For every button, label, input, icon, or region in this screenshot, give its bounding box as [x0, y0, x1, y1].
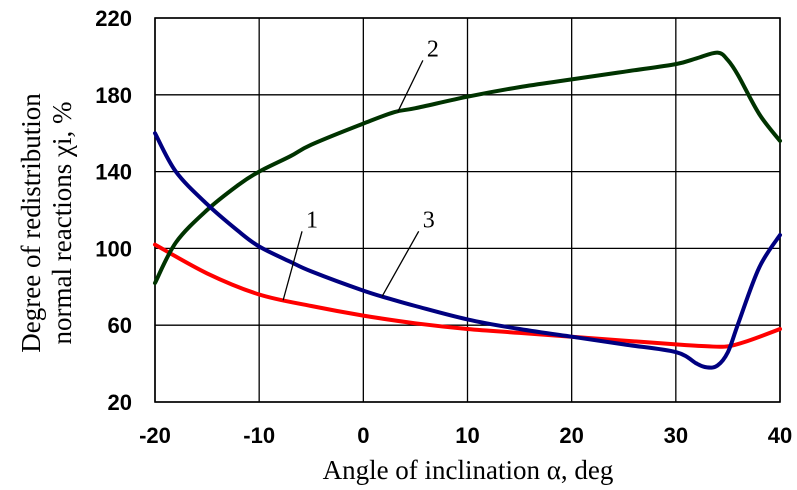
x-tick-labels: -20 -10 0 10 20 30 40 [139, 423, 792, 448]
curve-labels: 1 3 2 [282, 36, 439, 301]
y-tick-label: 20 [108, 390, 132, 415]
series-line-1 [153, 242, 782, 349]
x-tick-label: 10 [455, 423, 479, 448]
y-tick-label: 220 [95, 6, 132, 31]
leader-line-2 [397, 60, 424, 113]
x-tick-label: -10 [243, 423, 275, 448]
y-axis-title-line1: Degree of redistribution [16, 93, 46, 353]
x-tick-label: -20 [139, 423, 171, 448]
y-tick-label: 140 [95, 160, 132, 185]
series-line-2 [153, 50, 782, 285]
leader-line-1 [282, 231, 303, 301]
y-tick-label: 180 [95, 83, 132, 108]
leader-line-3 [381, 230, 420, 297]
y-tick-label: 100 [95, 236, 132, 261]
x-axis-title: Angle of inclination α, deg [323, 455, 614, 485]
x-tick-label: 0 [357, 423, 369, 448]
x-tick-label: 40 [768, 423, 792, 448]
x-tick-label: 30 [664, 423, 688, 448]
curve-label-1: 1 [306, 207, 318, 233]
y-axis-title-line2: normal reactions χi, % [47, 102, 77, 345]
series-lines [153, 50, 782, 370]
curve-label-3: 3 [423, 207, 435, 233]
x-tick-label: 20 [559, 423, 583, 448]
series-line-3 [153, 131, 782, 370]
y-tick-label: 60 [108, 313, 132, 338]
curve-label-2: 2 [427, 36, 439, 62]
plot-frame [154, 17, 781, 403]
y-tick-labels: 20 60 100 140 180 220 [95, 6, 132, 415]
